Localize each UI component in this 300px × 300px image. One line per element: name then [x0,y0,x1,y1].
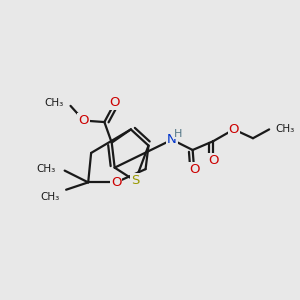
Text: CH₃: CH₃ [275,124,294,134]
Text: O: O [208,154,218,167]
Text: O: O [189,163,200,176]
Text: O: O [229,123,239,136]
Text: S: S [131,174,140,188]
Text: O: O [111,176,122,189]
Text: N: N [167,133,177,146]
Text: H: H [174,129,182,139]
Text: CH₃: CH₃ [40,192,59,202]
Text: O: O [79,114,89,127]
Text: CH₃: CH₃ [37,164,56,174]
Text: CH₃: CH₃ [44,98,63,108]
Text: O: O [110,96,120,110]
